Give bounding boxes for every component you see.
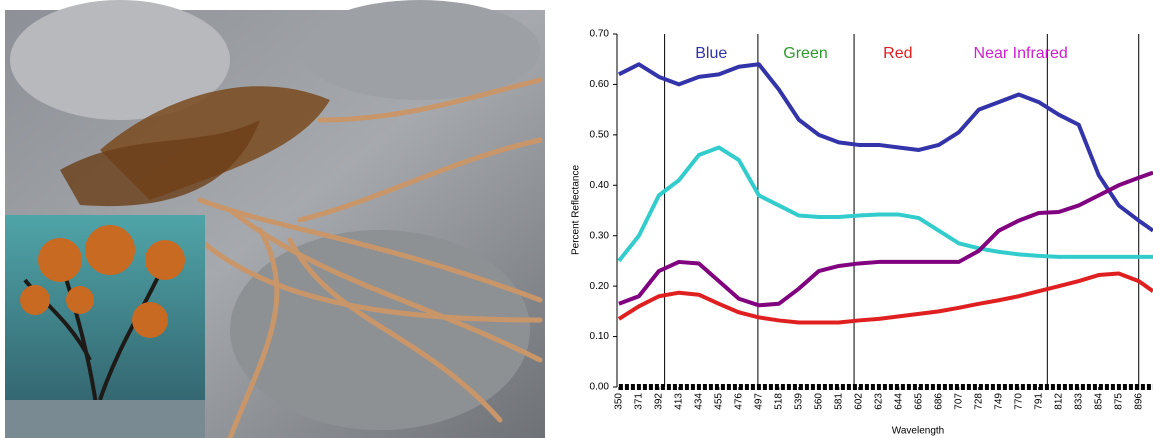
kelp-photo bbox=[5, 0, 545, 438]
series-line bbox=[619, 147, 1153, 260]
x-tick-label: 833 bbox=[1073, 393, 1084, 410]
x-tick-label: 350 bbox=[614, 393, 625, 410]
x-tick-label: 539 bbox=[793, 393, 804, 410]
x-tick-label: 581 bbox=[833, 393, 844, 410]
band-label: Green bbox=[783, 45, 827, 62]
x-tick-label: 371 bbox=[634, 393, 645, 410]
y-tick-label: 0.20 bbox=[590, 281, 610, 292]
y-tick-label: 0.30 bbox=[590, 230, 610, 241]
x-tick-label: 644 bbox=[893, 393, 904, 410]
y-tick-label: 0.10 bbox=[590, 331, 610, 342]
band-label: Blue bbox=[695, 45, 727, 62]
x-tick-label: 875 bbox=[1113, 393, 1124, 410]
x-tick-label: 854 bbox=[1093, 393, 1104, 410]
x-tick-label: 623 bbox=[873, 393, 884, 410]
series-line bbox=[619, 173, 1153, 306]
x-tick-label: 770 bbox=[1013, 393, 1024, 410]
x-tick-label: 476 bbox=[734, 393, 745, 410]
series-line bbox=[619, 274, 1153, 323]
y-tick-label: 0.00 bbox=[590, 382, 610, 393]
x-tick-label: 602 bbox=[853, 393, 864, 410]
y-axis-title: Percent Reflectance bbox=[571, 165, 582, 255]
x-tick-label: 686 bbox=[933, 393, 944, 410]
x-tick-label: 749 bbox=[993, 393, 1004, 410]
x-tick-label: 707 bbox=[953, 393, 964, 410]
x-tick-label: 896 bbox=[1133, 393, 1144, 410]
x-tick-label: 392 bbox=[654, 393, 665, 410]
x-tick-label: 812 bbox=[1053, 393, 1064, 410]
y-tick-label: 0.70 bbox=[590, 29, 610, 40]
x-tick-label: 455 bbox=[714, 393, 725, 410]
x-tick-label: 434 bbox=[694, 393, 705, 410]
x-tick-label: 791 bbox=[1033, 393, 1044, 410]
y-tick-label: 0.60 bbox=[590, 79, 610, 90]
x-tick-label: 518 bbox=[773, 393, 784, 410]
figure: 0.00 0.10 0.20 0.30 0.40 0.50 0.60 0.70 350 371 39… bbox=[0, 0, 1153, 438]
y-tick-label: 0.50 bbox=[590, 129, 610, 140]
band-label: Near Infrared bbox=[974, 45, 1068, 62]
x-tick-label: 413 bbox=[674, 393, 685, 410]
x-tick-label: 497 bbox=[753, 393, 764, 410]
band-label: Red bbox=[883, 45, 912, 62]
x-tick-label: 665 bbox=[913, 393, 924, 410]
page: 0.00 0.10 0.20 0.30 0.40 0.50 0.60 0.70 350 371 39… bbox=[0, 0, 1153, 438]
x-axis-title: Wavelength bbox=[892, 426, 944, 437]
y-tick-label: 0.40 bbox=[590, 180, 610, 191]
x-tick-label: 560 bbox=[813, 393, 824, 410]
x-tick-label: 728 bbox=[973, 393, 984, 410]
